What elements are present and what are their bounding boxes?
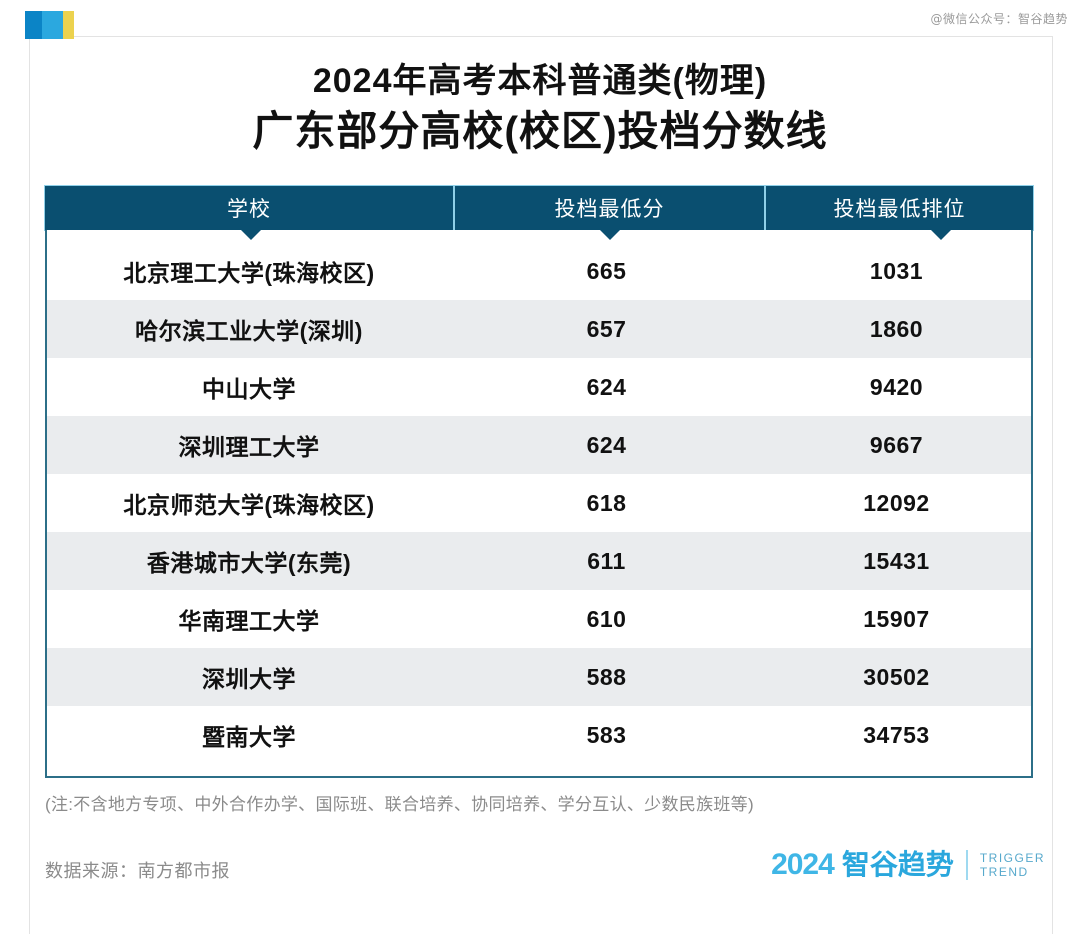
corner-flag-bar-dark-blue: [25, 11, 42, 39]
cell-min-score: 588: [586, 663, 627, 690]
page-frame-top-rule: [29, 36, 1053, 37]
page-title-line1: 2024年高考本科普通类(物理): [312, 62, 768, 100]
cell-min-rank: 15907: [863, 605, 930, 632]
page-title-line2: 广东部分高校(校区)投档分数线: [252, 108, 828, 154]
corner-flag-icon: [25, 11, 74, 39]
cell-school: 哈尔滨工业大学(深圳): [135, 318, 363, 344]
cell-min-score: 624: [586, 373, 627, 400]
brand-english-line1: TRIGGER: [979, 851, 1045, 865]
table-row: 深圳大学 588 30502: [47, 648, 1031, 706]
cell-school: 暨南大学: [202, 724, 296, 750]
cell-min-score: 657: [586, 315, 627, 342]
corner-flag-bar-yellow: [63, 11, 74, 39]
scores-table: 学校 投档最低分 投档最低排位 北京理工大学(珠海校区) 665 1031 哈尔…: [45, 186, 1033, 778]
cell-school: 香港城市大学(东莞): [146, 550, 352, 576]
table-body-bottom-padding: [47, 764, 1031, 776]
cell-min-score: 665: [586, 257, 627, 284]
cell-min-score: 624: [586, 431, 627, 458]
cell-school: 深圳大学: [202, 666, 296, 692]
cell-min-rank: 30502: [863, 663, 930, 690]
page-frame-right-rule: [1052, 36, 1053, 934]
table-footnote: (注:不含地方专项、中外合作办学、国际班、联合培养、协同培养、学分互认、少数民族…: [45, 795, 754, 814]
table-row: 暨南大学 583 34753: [47, 706, 1031, 764]
brand-logo: 2024 智谷趋势 TRIGGER TREND: [771, 850, 1045, 880]
table-row: 北京师范大学(珠海校区) 618 12092: [47, 474, 1031, 532]
page-title: 2024年高考本科普通类(物理) 广东部分高校(校区)投档分数线: [0, 58, 1080, 158]
brand-english: TRIGGER TREND: [980, 851, 1045, 879]
table-row: 香港城市大学(东莞) 611 15431: [47, 532, 1031, 590]
cell-min-rank: 1860: [869, 315, 924, 342]
table-row: 中山大学 624 9420: [47, 358, 1031, 416]
table-header-min-rank: 投档最低排位: [764, 186, 1033, 230]
table-row: 华南理工大学 610 15907: [47, 590, 1031, 648]
cell-school: 北京师范大学(珠海校区): [123, 492, 375, 518]
cell-min-score: 583: [586, 721, 627, 748]
cell-min-score: 618: [586, 489, 627, 516]
triangle-pointer-score-icon: [600, 230, 620, 240]
cell-min-rank: 34753: [863, 721, 930, 748]
cell-min-score: 610: [586, 605, 627, 632]
cell-school: 北京理工大学(珠海校区): [123, 260, 375, 286]
page-frame-left-rule: [29, 36, 30, 934]
cell-min-rank: 15431: [863, 547, 930, 574]
table-header-row: 学校 投档最低分 投档最低排位: [45, 186, 1033, 230]
table-header-school: 学校: [227, 198, 271, 221]
cell-school: 华南理工大学: [178, 608, 320, 634]
brand-name-text: 智谷趋势: [841, 849, 954, 880]
watermark-text: @微信公众号：智谷趋势: [930, 12, 1068, 26]
cell-min-rank: 9667: [869, 431, 924, 458]
triangle-pointer-rank-icon: [931, 230, 951, 240]
cell-min-rank: 1031: [869, 257, 924, 284]
brand-year-text: 2024: [771, 848, 835, 881]
table-header-min-score: 投档最低分: [453, 186, 764, 230]
cell-min-rank: 9420: [869, 373, 924, 400]
brand-divider: [965, 850, 968, 880]
brand-english-line2: TREND: [979, 865, 1029, 879]
table-row: 北京理工大学(珠海校区) 665 1031: [47, 242, 1031, 300]
cell-min-score: 611: [587, 547, 626, 574]
triangle-pointer-school-icon: [241, 230, 261, 240]
cell-school: 中山大学: [202, 376, 296, 402]
table-body-top-padding: [47, 230, 1031, 242]
table-row: 深圳理工大学 624 9667: [47, 416, 1031, 474]
data-source-text: 数据来源：南方都市报: [45, 861, 230, 881]
cell-school: 深圳理工大学: [178, 434, 320, 460]
corner-flag-bar-light-blue: [42, 11, 63, 39]
cell-min-rank: 12092: [863, 489, 930, 516]
table-row: 哈尔滨工业大学(深圳) 657 1860: [47, 300, 1031, 358]
table-body: 北京理工大学(珠海校区) 665 1031 哈尔滨工业大学(深圳) 657 18…: [45, 230, 1033, 778]
